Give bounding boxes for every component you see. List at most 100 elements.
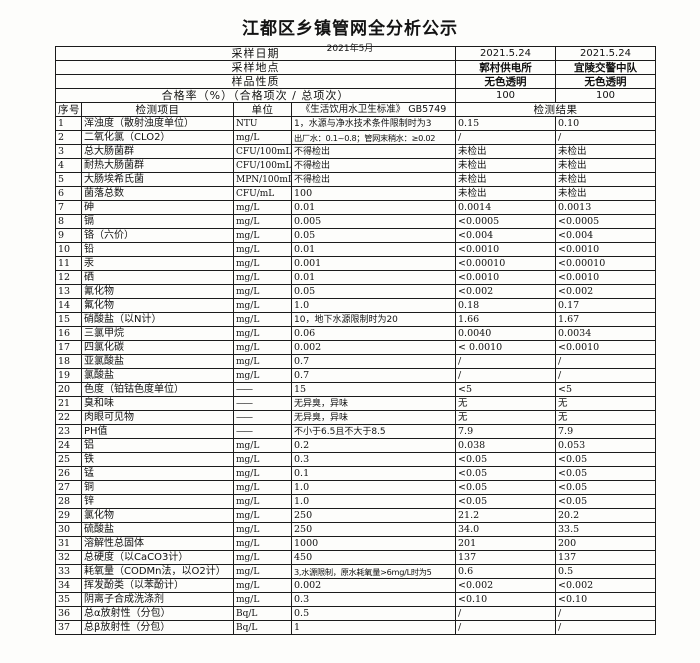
- row-index: 12: [55, 270, 82, 285]
- row-unit: ——: [233, 382, 292, 397]
- row-result-sample1: 未检出: [455, 186, 556, 201]
- row-index: 37: [55, 620, 82, 635]
- row-result-sample2: /: [555, 368, 656, 383]
- row-index: 10: [55, 242, 82, 257]
- row-index: 9: [55, 228, 82, 243]
- row-result-sample2: 1.67: [555, 312, 656, 327]
- row-standard-value: 不得检出: [291, 172, 456, 187]
- header-standard: 《生活饮用水卫生标准》 GB5749: [291, 102, 456, 117]
- analysis-table-wrapper: 采样日期 2021.5.24 2021.5.24 采样地点 郭村供电所 宜陵交警中队 样品性…: [55, 46, 656, 635]
- row-result-sample1: 34.0: [455, 522, 556, 537]
- row-index: 7: [55, 200, 82, 215]
- row-unit: mg/L: [233, 452, 292, 467]
- row-index: 24: [55, 438, 82, 453]
- meta-label: 采样地点: [55, 60, 456, 75]
- table-row: 22 肉眼可见物 —— 无异臭，异味无无: [55, 410, 656, 425]
- row-standard-value: 0.01: [291, 200, 456, 215]
- row-unit: mg/L: [233, 550, 292, 565]
- row-result-sample1: 0.6: [455, 564, 556, 579]
- water-analysis-table: 采样日期 2021.5.24 2021.5.24 采样地点 郭村供电所 宜陵交警中队 样品性…: [55, 46, 656, 635]
- row-unit: mg/L: [233, 200, 292, 215]
- row-item-name: 耐热大肠菌群: [81, 158, 234, 173]
- header-item: 检测项目: [81, 102, 234, 117]
- row-item-name: 铝: [81, 438, 234, 453]
- row-result-sample1: 未检出: [455, 172, 556, 187]
- table-row: 35 阴离子合成洗涤剂 mg/L 0.3 <0.10 <0.10: [55, 592, 656, 607]
- row-item-name: 菌落总数: [81, 186, 234, 201]
- table-row: 24 铝 mg/L 0.2 0.038 0.053: [55, 438, 656, 453]
- table-row: 34 挥发酚类（以苯酚计） mg/L 0.002 <0.002 <0.002: [55, 578, 656, 593]
- table-row: 28 锌 mg/L 1.0 <0.05 <0.05: [55, 494, 656, 509]
- row-standard-value: 0.005: [291, 214, 456, 229]
- row-standard-value: 0.05: [291, 228, 456, 243]
- row-standard-value: 3,水源限制，原水耗氧量>6mg/L时为5: [291, 564, 456, 579]
- row-unit: mg/L: [233, 508, 292, 523]
- row-index: 23: [55, 424, 82, 439]
- table-row: 11 汞 mg/L 0.001 <0.00010 <0.00010: [55, 256, 656, 271]
- row-unit: mg/L: [233, 284, 292, 299]
- row-index: 18: [55, 354, 82, 369]
- table-row: 33 耗氧量（CODMn法，以O2计） mg/L 3,水源限制，原水耗氧量>6mg/L…: [55, 564, 656, 579]
- row-unit: mg/L: [233, 242, 292, 257]
- meta-value-sample2: 宜陵交警中队: [555, 60, 656, 75]
- row-standard-value: 0.5: [291, 606, 456, 621]
- table-row: 6 菌落总数 CFU/mL 100 未检出 未检出: [55, 186, 656, 201]
- row-unit: mg/L: [233, 256, 292, 271]
- row-index: 5: [55, 172, 82, 187]
- row-unit: mg/L: [233, 522, 292, 537]
- row-unit: mg/L: [233, 466, 292, 481]
- row-index: 27: [55, 480, 82, 495]
- row-item-name: 铬（六价）: [81, 228, 234, 243]
- row-result-sample2: 0.5: [555, 564, 656, 579]
- table-row: 37 总β放射性（分包） Bq/L 1//: [55, 620, 656, 635]
- table-row: 21 臭和味 —— 无异臭，异味无无: [55, 396, 656, 411]
- table-row: 13 氰化物 mg/L 0.05 <0.002 <0.002: [55, 284, 656, 299]
- table-row: 7 砷 mg/L 0.01 0.0014 0.0013: [55, 200, 656, 215]
- row-index: 13: [55, 284, 82, 299]
- row-item-name: PH值: [81, 424, 234, 439]
- row-result-sample2: 0.053: [555, 438, 656, 453]
- row-standard-value: 0.06: [291, 326, 456, 341]
- row-result-sample1: 0.038: [455, 438, 556, 453]
- row-standard-value: 0.002: [291, 578, 456, 593]
- row-standard-value: 0.3: [291, 592, 456, 607]
- row-standard-value: 1: [291, 620, 456, 635]
- row-unit: mg/L: [233, 536, 292, 551]
- row-index: 32: [55, 550, 82, 565]
- row-standard-value: 无异臭，异味: [291, 396, 456, 411]
- row-standard-value: 1.0: [291, 480, 456, 495]
- row-standard-value: 0.7: [291, 354, 456, 369]
- row-result-sample2: 无: [555, 410, 656, 425]
- row-result-sample1: <0.05: [455, 480, 556, 495]
- row-result-sample2: <0.0010: [555, 242, 656, 257]
- row-item-name: 四氯化碳: [81, 340, 234, 355]
- row-index: 31: [55, 536, 82, 551]
- row-item-name: 三氯甲烷: [81, 326, 234, 341]
- row-index: 22: [55, 410, 82, 425]
- row-unit: mg/L: [233, 298, 292, 313]
- row-item-name: 铅: [81, 242, 234, 257]
- row-standard-value: 10，地下水源限制时为20: [291, 312, 456, 327]
- row-index: 28: [55, 494, 82, 509]
- row-unit: CFU/mL: [233, 186, 292, 201]
- row-standard-value: 1.0: [291, 494, 456, 509]
- row-result-sample2: <5: [555, 382, 656, 397]
- row-index: 15: [55, 312, 82, 327]
- row-unit: NTU: [233, 116, 292, 131]
- row-item-name: 氟化物: [81, 298, 234, 313]
- meta-value-sample1: 无色透明: [455, 74, 556, 89]
- row-result-sample2: <0.00010: [555, 256, 656, 271]
- meta-value-sample2: 无色透明: [555, 74, 656, 89]
- row-item-name: 浑浊度（散射浊度单位）: [81, 116, 234, 131]
- meta-value-sample1: 郭村供电所: [455, 60, 556, 75]
- table-row: 32 总硬度（以CaCO3计） mg/L 450 137 137: [55, 550, 656, 565]
- row-standard-value: 不得检出: [291, 144, 456, 159]
- row-standard-value: 无异臭，异味: [291, 410, 456, 425]
- table-meta-section: 采样日期 2021.5.24 2021.5.24 采样地点 郭村供电所 宜陵交警中队 样品性…: [55, 46, 656, 103]
- row-index: 29: [55, 508, 82, 523]
- row-index: 3: [55, 144, 82, 159]
- table-row: 26 锰 mg/L 0.1 <0.05 <0.05: [55, 466, 656, 481]
- row-index: 33: [55, 564, 82, 579]
- row-index: 30: [55, 522, 82, 537]
- row-standard-value: 250: [291, 508, 456, 523]
